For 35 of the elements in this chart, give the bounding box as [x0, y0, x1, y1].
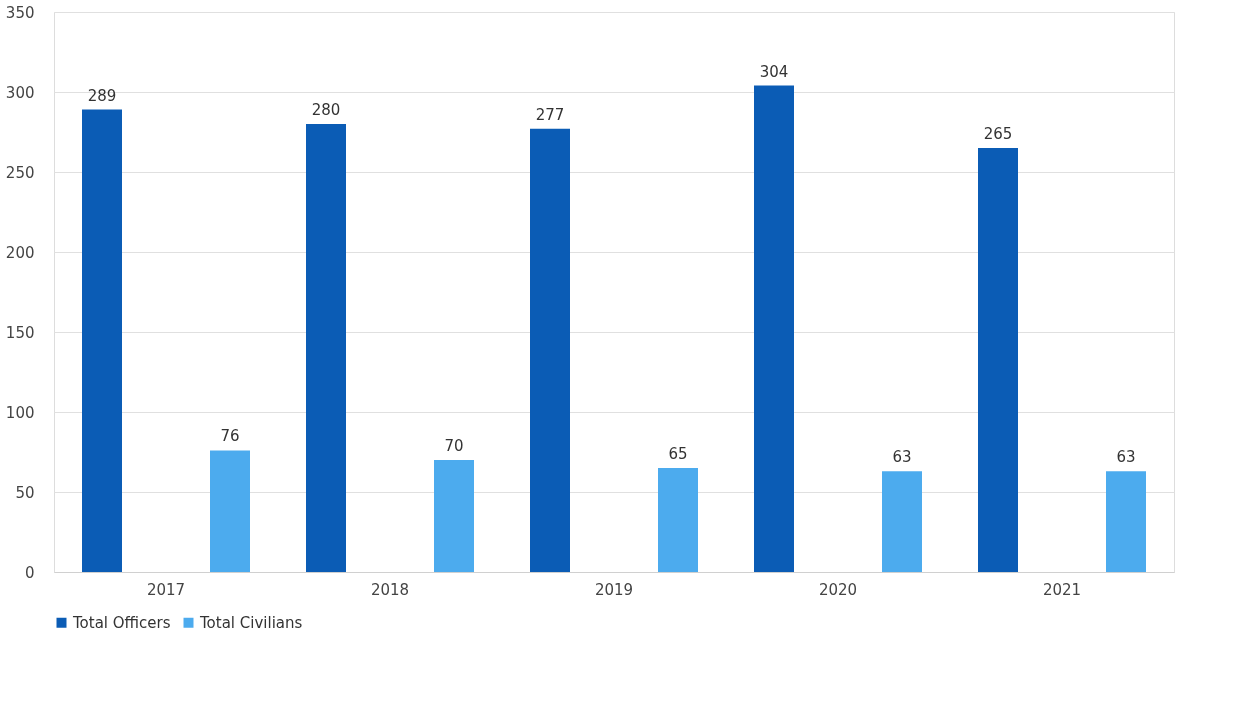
x-tick-label: 2017 [146, 580, 186, 599]
data-label: 63 [1116, 448, 1136, 467]
y-tick-label: 50 [15, 483, 35, 502]
data-label: 265 [983, 125, 1013, 143]
x-tick-label: 2019 [594, 580, 634, 599]
bar [1106, 471, 1146, 572]
y-tick-label: 350 [5, 3, 35, 22]
data-label: 277 [535, 105, 565, 124]
y-tick-label: 100 [5, 403, 35, 422]
data-label: 304 [759, 62, 789, 81]
data-label: 70 [444, 437, 464, 455]
bar [978, 148, 1018, 572]
bar [306, 124, 346, 572]
y-tick-label: 300 [5, 83, 35, 102]
data-label: 289 [87, 86, 117, 105]
bar [754, 85, 794, 572]
legend-label: Total Civilians [199, 613, 303, 632]
bar [882, 471, 922, 572]
y-tick-label: 150 [5, 323, 35, 342]
data-label: 65 [668, 445, 688, 463]
data-label: 63 [892, 448, 912, 467]
bar [210, 450, 250, 572]
bar [82, 109, 122, 572]
legend-label: Total Officers [72, 613, 171, 632]
x-tick-label: 2020 [818, 580, 858, 599]
y-tick-label: 250 [5, 163, 35, 182]
bar [658, 468, 698, 572]
y-tick-label: 200 [5, 243, 35, 262]
x-tick-label: 2018 [370, 580, 410, 599]
y-tick-label: 0 [24, 563, 35, 582]
x-tick-label: 2021 [1042, 580, 1082, 599]
data-label: 280 [311, 101, 341, 119]
bar [434, 460, 474, 572]
bar [530, 128, 570, 572]
data-label: 76 [220, 427, 240, 446]
